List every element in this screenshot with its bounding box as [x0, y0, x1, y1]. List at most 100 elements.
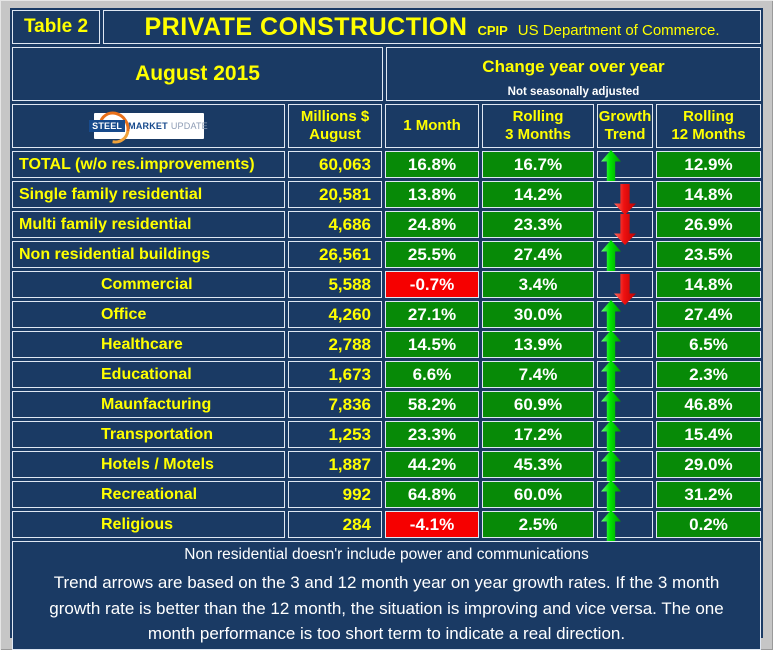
note-non-residential: Non residential doesn'r include power an…	[184, 546, 589, 563]
growth-trend-cell	[597, 420, 653, 451]
logo-text-steel: STEEL	[89, 120, 126, 132]
millions-value: 20,581	[288, 181, 382, 208]
period-header: August 2015	[12, 47, 383, 101]
trend-up-arrow	[601, 360, 621, 391]
logo-text-market: MARKET	[128, 121, 168, 131]
millions-value: 1,253	[288, 421, 382, 448]
change-subtitle: Not seasonally adjusted	[507, 86, 640, 98]
rolling-3-months-value: 2.5%	[482, 511, 594, 538]
period-row: August 2015 Change year over year Not se…	[12, 47, 761, 101]
trend-up-arrow	[601, 420, 621, 451]
millions-value: 284	[288, 511, 382, 538]
one-month-value: 6.6%	[385, 361, 479, 388]
trend-up-arrow	[601, 480, 621, 511]
one-month-value: 27.1%	[385, 301, 479, 328]
private-construction-table: Table 2 PRIVATE CONSTRUCTION CPIP US Dep…	[10, 8, 763, 650]
rolling-3-months-value: 23.3%	[482, 211, 594, 238]
trend-up-arrow	[601, 390, 621, 421]
row-label: Transportation	[12, 421, 285, 448]
logo-text-update: UPDATE	[170, 121, 208, 131]
rolling-3-months-value: 45.3%	[482, 451, 594, 478]
rolling-3-months-value: 7.4%	[482, 361, 594, 388]
trend-up-arrow	[601, 510, 621, 541]
millions-value: 2,788	[288, 331, 382, 358]
one-month-value: 44.2%	[385, 451, 479, 478]
source-name: US Department of Commerce.	[517, 22, 720, 39]
row-label: Non residential buildings	[12, 241, 285, 268]
millions-value: 60,063	[288, 151, 382, 178]
column-header-1-month: 1 Month	[385, 104, 479, 148]
growth-trend-cell	[597, 450, 653, 481]
trend-up-arrow	[601, 150, 621, 181]
rolling-12-months-value: 14.8%	[656, 181, 761, 208]
row-label: Commercial	[12, 271, 285, 298]
millions-value: 4,686	[288, 211, 382, 238]
one-month-value: 23.3%	[385, 421, 479, 448]
source-abbr: CPIP	[477, 23, 508, 38]
notes-row: Non residential doesn'r include power an…	[12, 541, 761, 650]
note-trend-arrows: Trend arrows are based on the 3 and 12 m…	[49, 573, 724, 643]
data-grid: STEEL MARKET UPDATE Millions $ August 1 Mo…	[12, 104, 761, 541]
row-label: Healthcare	[12, 331, 285, 358]
millions-value: 1,673	[288, 361, 382, 388]
rolling-12-months-value: 15.4%	[656, 421, 761, 448]
one-month-value: 14.5%	[385, 331, 479, 358]
steel-market-update-logo: STEEL MARKET UPDATE	[12, 104, 285, 150]
one-month-value: 13.8%	[385, 181, 479, 208]
change-title: Change year over year	[482, 57, 665, 76]
title-text: PRIVATE CONSTRUCTION	[144, 13, 468, 41]
millions-value: 1,887	[288, 451, 382, 478]
rolling-12-months-value: 2.3%	[656, 361, 761, 388]
millions-value: 4,260	[288, 301, 382, 328]
rolling-3-months-value: 27.4%	[482, 241, 594, 268]
rolling-12-months-value: 6.5%	[656, 331, 761, 358]
one-month-value: 24.8%	[385, 211, 479, 238]
growth-trend-cell	[597, 211, 653, 245]
rolling-12-months-value: 0.2%	[656, 511, 761, 538]
row-label: Educational	[12, 361, 285, 388]
growth-trend-cell	[597, 390, 653, 421]
rolling-12-months-value: 27.4%	[656, 301, 761, 328]
row-label: Single family residential	[12, 181, 285, 208]
rolling-12-months-value: 12.9%	[656, 151, 761, 178]
rolling-3-months-value: 30.0%	[482, 301, 594, 328]
column-header-rolling-3-months: Rolling 3 Months	[482, 104, 594, 148]
rolling-12-months-value: 31.2%	[656, 481, 761, 508]
row-label: Religious	[12, 511, 285, 538]
rolling-3-months-value: 16.7%	[482, 151, 594, 178]
rolling-12-months-value: 29.0%	[656, 451, 761, 478]
millions-value: 7,836	[288, 391, 382, 418]
row-label: Hotels / Motels	[12, 451, 285, 478]
table-label: Table 2	[12, 10, 100, 44]
growth-trend-cell	[597, 271, 653, 305]
one-month-value: -0.7%	[385, 271, 479, 298]
change-header: Change year over year Not seasonally adj…	[386, 47, 761, 101]
millions-value: 5,588	[288, 271, 382, 298]
growth-trend-cell	[597, 181, 653, 215]
rolling-12-months-value: 23.5%	[656, 241, 761, 268]
one-month-value: -4.1%	[385, 511, 479, 538]
growth-trend-cell	[597, 330, 653, 361]
rolling-3-months-value: 60.9%	[482, 391, 594, 418]
rolling-12-months-value: 26.9%	[656, 211, 761, 238]
trend-up-arrow	[601, 300, 621, 331]
row-label: Maunfacturing	[12, 391, 285, 418]
footnotes: Non residential doesn'r include power an…	[12, 541, 761, 650]
trend-up-arrow	[601, 450, 621, 481]
growth-trend-cell	[597, 510, 653, 541]
row-label: TOTAL (w/o res.improvements)	[12, 151, 285, 178]
rolling-12-months-value: 14.8%	[656, 271, 761, 298]
millions-value: 26,561	[288, 241, 382, 268]
trend-up-arrow	[601, 240, 621, 271]
rolling-3-months-value: 3.4%	[482, 271, 594, 298]
growth-trend-cell	[597, 360, 653, 391]
one-month-value: 58.2%	[385, 391, 479, 418]
row-label: Multi family residential	[12, 211, 285, 238]
growth-trend-cell	[597, 240, 653, 271]
one-month-value: 16.8%	[385, 151, 479, 178]
column-header-growth-trend: Growth Trend	[597, 104, 653, 148]
row-label: Recreational	[12, 481, 285, 508]
logo-box: STEEL MARKET UPDATE	[89, 105, 208, 150]
column-header-rolling-12-months: Rolling 12 Months	[656, 104, 761, 148]
rolling-3-months-value: 14.2%	[482, 181, 594, 208]
